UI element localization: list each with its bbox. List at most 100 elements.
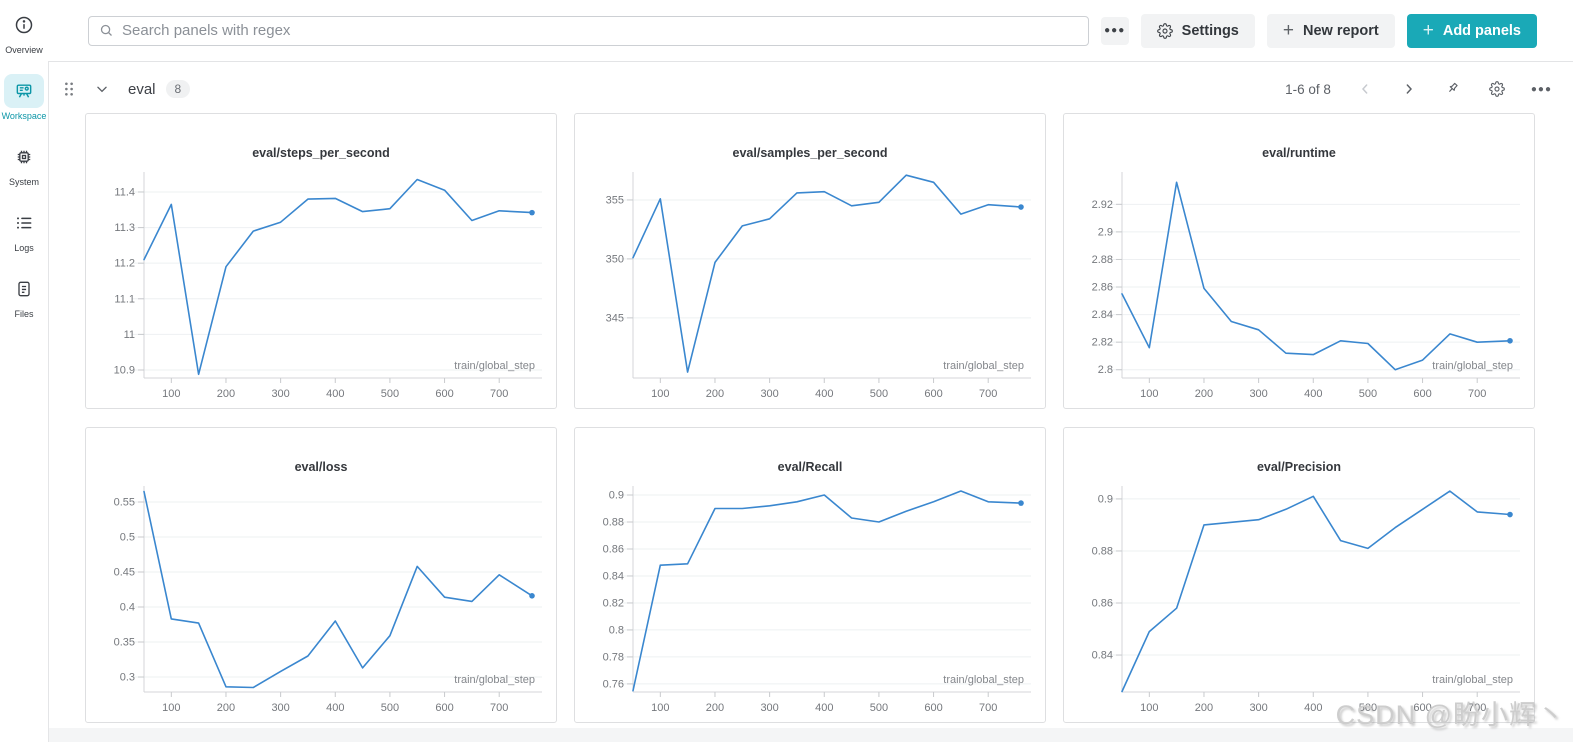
svg-text:11.4: 11.4 xyxy=(114,186,135,198)
svg-text:0.45: 0.45 xyxy=(114,567,135,579)
svg-text:300: 300 xyxy=(1249,702,1267,714)
sidebar-item-logs[interactable]: Logs xyxy=(0,206,48,272)
previous-page-chevron-left-icon[interactable] xyxy=(1355,79,1375,99)
svg-text:11: 11 xyxy=(124,329,135,341)
next-page-chevron-right-icon[interactable] xyxy=(1399,79,1419,99)
svg-text:400: 400 xyxy=(815,388,833,400)
panel-pagination-label: 1-6 of 8 xyxy=(1285,81,1331,97)
chart-canvas: 0.3 0.35 0.4 0.45 0.5 0.55 100 200 300 400 500 600 7… xyxy=(114,486,542,714)
system-chip-icon xyxy=(4,140,44,174)
svg-text:500: 500 xyxy=(870,388,888,400)
section-more-options-icon[interactable]: ●●● xyxy=(1530,83,1552,95)
section-controls: 1-6 of 8 ●● xyxy=(1285,79,1552,99)
chart-panel[interactable]: 345 350 355 100 200 300 400 500 600 700 train/glob… xyxy=(574,113,1046,409)
search-panels-box[interactable] xyxy=(88,15,1089,46)
gear-icon xyxy=(1156,22,1173,39)
svg-text:2.8: 2.8 xyxy=(1098,364,1113,376)
end-point-marker xyxy=(529,593,535,599)
svg-text:11.1: 11.1 xyxy=(114,293,135,305)
series-line xyxy=(1121,490,1511,693)
chart-title: eval/samples_per_second xyxy=(732,146,888,160)
x-axis-label: train/global_step xyxy=(943,674,1024,686)
svg-text:0.88: 0.88 xyxy=(1092,545,1113,557)
svg-text:400: 400 xyxy=(326,388,344,400)
svg-text:2.82: 2.82 xyxy=(1092,337,1113,349)
svg-text:200: 200 xyxy=(1195,702,1213,714)
settings-button-label: Settings xyxy=(1181,22,1239,39)
drag-handle-icon[interactable] xyxy=(62,80,78,98)
gridlines xyxy=(621,199,1031,319)
panel-search-options-button[interactable]: ●●● xyxy=(1100,16,1129,45)
svg-text:100: 100 xyxy=(651,702,669,714)
svg-text:2.86: 2.86 xyxy=(1092,282,1113,294)
chart-canvas: 0.84 0.86 0.88 0.9 100 200 300 400 500 600 700 trai… xyxy=(1092,486,1520,714)
svg-text:700: 700 xyxy=(979,388,997,400)
plus-icon: + xyxy=(1282,20,1294,41)
chart-panel[interactable]: 10.9 11 11.1 11.2 11.3 11.4 100 200 300 400 500 600… xyxy=(85,113,557,409)
svg-text:400: 400 xyxy=(1304,702,1322,714)
sidebar-item-overview[interactable]: Overview xyxy=(0,8,48,74)
svg-text:0.84: 0.84 xyxy=(1092,650,1113,662)
pin-section-icon[interactable] xyxy=(1443,79,1463,99)
axes: 0.76 0.78 0.8 0.82 0.84 0.86 0.88 0.9 100 200 300 4… xyxy=(603,486,1031,714)
info-icon xyxy=(4,8,44,42)
collapse-section-chevron-down-icon[interactable] xyxy=(92,79,112,99)
svg-text:300: 300 xyxy=(271,702,289,714)
svg-text:500: 500 xyxy=(381,388,399,400)
series-line xyxy=(143,178,533,376)
eval-section-header: eval 8 1-6 of 8 xyxy=(62,74,1552,104)
end-point-marker xyxy=(1018,204,1024,210)
new-report-button-label: New report xyxy=(1302,22,1379,39)
chart-title: eval/runtime xyxy=(1262,146,1336,160)
svg-text:11.2: 11.2 xyxy=(114,258,135,270)
svg-text:345: 345 xyxy=(606,312,624,324)
chart-panel[interactable]: 0.84 0.86 0.88 0.9 100 200 300 400 500 600 700 trai… xyxy=(1063,427,1535,723)
chart-title: eval/steps_per_second xyxy=(252,146,390,160)
sidebar-item-files[interactable]: Files xyxy=(0,272,48,338)
svg-text:0.9: 0.9 xyxy=(609,490,624,502)
files-document-icon xyxy=(4,272,44,306)
sidebar-item-label: Logs xyxy=(14,243,34,253)
new-report-button[interactable]: + New report xyxy=(1266,13,1395,48)
svg-text:0.82: 0.82 xyxy=(603,597,624,609)
svg-text:600: 600 xyxy=(924,702,942,714)
gridlines xyxy=(621,494,1031,685)
svg-text:0.3: 0.3 xyxy=(120,672,135,684)
chart-panel[interactable]: 0.76 0.78 0.8 0.82 0.84 0.86 0.88 0.9 100 200 300 4… xyxy=(574,427,1046,723)
svg-text:200: 200 xyxy=(706,388,724,400)
end-point-marker xyxy=(1507,337,1513,344)
svg-text:0.76: 0.76 xyxy=(603,678,624,690)
sidebar-item-workspace[interactable]: Workspace xyxy=(0,74,48,140)
axes: 2.8 2.82 2.84 2.86 2.88 2.9 2.92 100 200 300 400 50… xyxy=(1092,172,1520,400)
chart-canvas: 0.76 0.78 0.8 0.82 0.84 0.86 0.88 0.9 100 200 300 4… xyxy=(603,486,1031,714)
sidebar-item-label: Workspace xyxy=(1,111,47,121)
chart-panel[interactable]: 2.8 2.82 2.84 2.86 2.88 2.9 2.92 100 200 300 400 50… xyxy=(1063,113,1535,409)
gridlines xyxy=(1110,498,1520,656)
search-input[interactable] xyxy=(122,22,1078,39)
chart-panel[interactable]: 0.3 0.35 0.4 0.45 0.5 0.55 100 200 300 400 500 600 7… xyxy=(85,427,557,723)
x-axis-label: train/global_step xyxy=(1432,674,1513,686)
add-panels-button[interactable]: + Add panels xyxy=(1406,13,1537,48)
section-settings-gear-icon[interactable] xyxy=(1487,79,1507,99)
section-title[interactable]: eval xyxy=(128,80,156,98)
svg-text:355: 355 xyxy=(606,194,624,206)
sidebar-item-label: Overview xyxy=(5,45,43,55)
sidebar-divider xyxy=(48,62,49,742)
end-point-marker xyxy=(1507,511,1513,518)
sidebar-item-label: Files xyxy=(14,309,34,319)
svg-text:0.88: 0.88 xyxy=(603,517,624,529)
panel-count-badge: 8 xyxy=(165,80,191,98)
svg-text:700: 700 xyxy=(490,388,508,400)
svg-text:600: 600 xyxy=(435,702,453,714)
svg-text:200: 200 xyxy=(217,388,235,400)
end-point-marker xyxy=(529,209,535,216)
settings-button[interactable]: Settings xyxy=(1140,13,1255,48)
svg-text:500: 500 xyxy=(1359,388,1377,400)
chart-canvas: 10.9 11 11.1 11.2 11.3 11.4 100 200 300 400 500 600… xyxy=(114,172,542,400)
sidebar-item-system[interactable]: System xyxy=(0,140,48,206)
gridlines xyxy=(132,501,542,678)
svg-text:500: 500 xyxy=(870,702,888,714)
svg-text:600: 600 xyxy=(1413,702,1431,714)
svg-text:400: 400 xyxy=(326,702,344,714)
